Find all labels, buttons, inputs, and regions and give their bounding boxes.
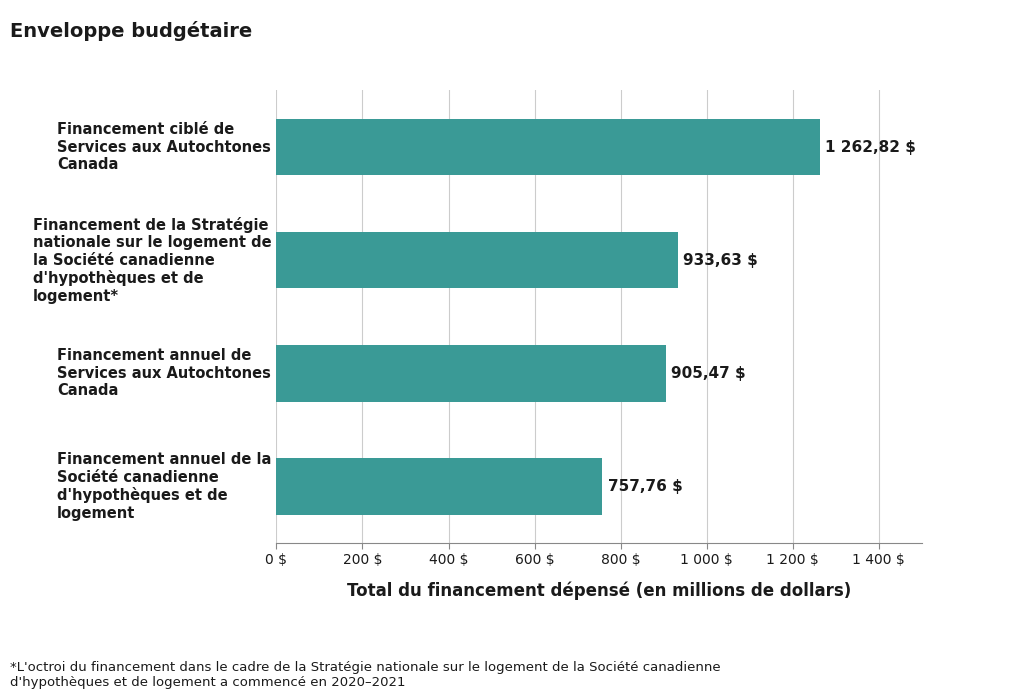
Text: 1 262,82 $: 1 262,82 $	[824, 139, 915, 155]
Text: Enveloppe budgétaire: Enveloppe budgétaire	[10, 21, 253, 41]
Text: 757,76 $: 757,76 $	[607, 479, 682, 494]
Bar	[276, 458, 602, 514]
Text: 933,63 $: 933,63 $	[683, 253, 758, 268]
Text: Financement annuel de
Services aux Autochtones
Canada: Financement annuel de Services aux Autoc…	[57, 348, 271, 398]
Text: Financement annuel de la
Société canadienne
d'hypothèques et de
logement: Financement annuel de la Société canadie…	[57, 452, 271, 521]
Text: 905,47 $: 905,47 $	[671, 365, 745, 381]
Text: Financement de la Stratégie
nationale sur le logement de
la Société canadienne
d: Financement de la Stratégie nationale su…	[33, 216, 271, 303]
Bar	[276, 345, 666, 402]
Text: Financement ciblé de
Services aux Autochtones
Canada: Financement ciblé de Services aux Autoch…	[57, 122, 271, 172]
Bar	[276, 232, 678, 288]
Text: *L'octroi du financement dans le cadre de la Stratégie nationale sur le logement: *L'octroi du financement dans le cadre d…	[10, 661, 721, 689]
X-axis label: Total du financement dépensé (en millions de dollars): Total du financement dépensé (en million…	[347, 581, 851, 600]
Bar	[276, 119, 819, 175]
